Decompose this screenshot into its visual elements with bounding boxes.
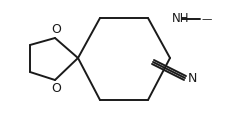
Text: —: — (201, 14, 211, 24)
Text: O: O (51, 82, 61, 95)
Text: N: N (187, 72, 197, 86)
Text: NH: NH (171, 12, 189, 25)
Text: O: O (51, 23, 61, 36)
